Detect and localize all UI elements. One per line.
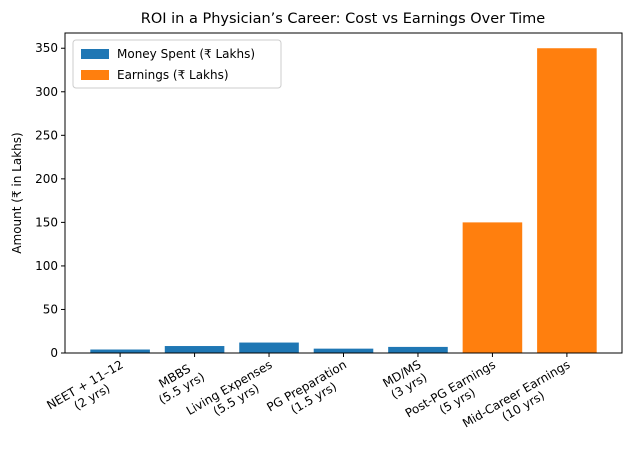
bar [388, 346, 448, 353]
y-tick-label: 350 [35, 41, 58, 55]
legend-swatch [81, 70, 109, 80]
y-tick-label: 250 [35, 128, 58, 142]
plot-frame [64, 32, 623, 354]
y-tick-label: 100 [35, 259, 58, 273]
x-tick-group: PG Preparation(1.5 yrs) [264, 357, 356, 426]
bar [164, 346, 225, 353]
x-tick-label: PG Preparation(1.5 yrs) [264, 357, 356, 426]
y-tick-label: 300 [35, 85, 58, 99]
y-tick-label: 150 [35, 215, 58, 229]
bar [313, 348, 374, 353]
y-axis-label: Amount (₹ in Lakhs) [10, 132, 24, 253]
bar [90, 349, 150, 353]
legend-swatch [81, 49, 109, 59]
x-tick-group: NEET + 11–12(2 yrs) [44, 357, 132, 424]
y-tick-label: 0 [50, 346, 58, 360]
legend-label: Money Spent (₹ Lakhs) [117, 47, 255, 61]
chart-title: ROI in a Physician’s Career: Cost vs Ear… [141, 11, 546, 27]
bar [462, 222, 523, 353]
x-tick-label: NEET + 11–12(2 yrs) [44, 357, 132, 424]
legend-label: Earnings (₹ Lakhs) [117, 68, 229, 82]
legend-box [72, 39, 282, 89]
x-tick-group: Living Expenses(5.5 yrs) [184, 357, 282, 430]
y-tick-label: 50 [43, 302, 58, 316]
y-tick-label: 200 [35, 172, 58, 186]
bar [537, 48, 597, 353]
x-tick-label: Living Expenses(5.5 yrs) [184, 357, 282, 430]
bar [239, 342, 299, 353]
